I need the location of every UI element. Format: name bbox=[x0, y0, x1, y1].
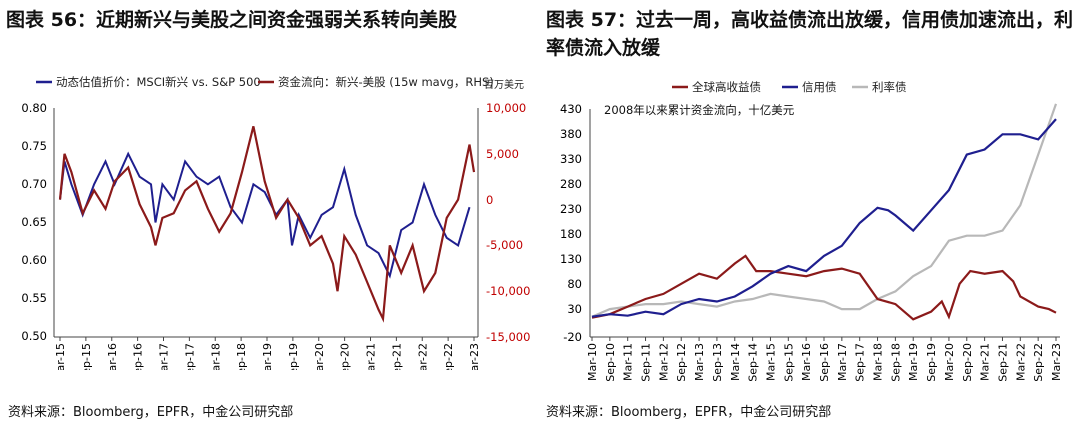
right-xtick-label: Sep-19 bbox=[925, 343, 938, 382]
left-xtick-label: Mar-15 bbox=[54, 343, 67, 370]
right-xtick-label: Sep-17 bbox=[854, 343, 867, 382]
left-rtick: -15,000 bbox=[486, 330, 530, 344]
left-xtick-label: Sep-22 bbox=[442, 343, 455, 370]
left-xtick-label: Mar-22 bbox=[416, 343, 429, 370]
right-chart-title: 图表 57：过去一周，高收益债流出放缓，信用债加速流出，利率债流入放缓 bbox=[546, 9, 1074, 59]
left-rtick: 0 bbox=[486, 193, 493, 207]
left-ytick: 0.70 bbox=[21, 177, 47, 191]
left-xtick-label: Mar-17 bbox=[158, 343, 171, 370]
left-series-valuation-line bbox=[59, 151, 471, 279]
left-ytick: 0.80 bbox=[21, 101, 47, 115]
right-xtick-label: Mar-22 bbox=[1014, 343, 1027, 381]
left-rtick: 5,000 bbox=[486, 147, 519, 161]
left-ytick: 0.50 bbox=[21, 329, 47, 343]
right-ytick: 180 bbox=[560, 227, 582, 241]
right-xtick-label: Sep-12 bbox=[675, 343, 688, 382]
right-series-highyield-line bbox=[591, 254, 1057, 321]
left-xtick-label: Mar-16 bbox=[106, 343, 119, 370]
left-xtick-label: Sep-17 bbox=[183, 343, 196, 370]
left-ytick: 0.55 bbox=[21, 291, 47, 305]
right-xtick-label: Sep-16 bbox=[818, 343, 831, 382]
left-legend-label-1: 动态估值折价：MSCI新兴 vs. S&P 500 bbox=[56, 75, 261, 89]
left-y-right-ticks: 10,000 5,000 0 -5,000 -10,000 -15,000 bbox=[486, 101, 530, 344]
right-xtick-label: Mar-15 bbox=[764, 343, 777, 381]
left-series-flow-line bbox=[58, 126, 476, 323]
right-x-ticks: Mar-10 Sep-10 Mar-11 Sep-11 Mar-12 Sep-12 Mar-… bbox=[586, 337, 1063, 382]
left-ytick: 0.65 bbox=[21, 215, 47, 229]
left-xtick-label: Mar-18 bbox=[209, 343, 222, 370]
right-xtick-label: Sep-20 bbox=[961, 343, 974, 382]
right-xtick-label: Mar-14 bbox=[729, 343, 742, 381]
left-source-note: 资料来源：Bloomberg，EPFR，中金公司研究部 bbox=[8, 405, 294, 420]
right-series-rates-line bbox=[591, 103, 1058, 318]
left-xtick-label: Sep-18 bbox=[235, 343, 248, 370]
right-ytick: 430 bbox=[560, 102, 582, 116]
right-xtick-label: Mar-18 bbox=[872, 343, 885, 381]
right-xtick-label: Sep-14 bbox=[747, 343, 760, 382]
left-y-left-ticks: 0.80 0.75 0.70 0.65 0.60 0.55 0.50 bbox=[21, 101, 47, 343]
left-rtick: -5,000 bbox=[486, 238, 523, 252]
left-rtick: 10,000 bbox=[486, 101, 526, 115]
right-xtick-label: Mar-20 bbox=[943, 343, 956, 381]
right-xtick-label: Sep-15 bbox=[782, 343, 795, 382]
left-xtick-label: Sep-20 bbox=[339, 343, 352, 370]
right-xtick-label: Sep-18 bbox=[889, 343, 902, 382]
right-ytick: 330 bbox=[560, 152, 582, 166]
right-xtick-label: Mar-23 bbox=[1050, 343, 1063, 381]
right-ytick: 80 bbox=[567, 277, 582, 291]
left-xtick-label: Sep-21 bbox=[390, 343, 403, 370]
right-xtick-label: Mar-12 bbox=[657, 343, 670, 381]
right-ytick: 130 bbox=[560, 252, 582, 266]
left-chart-title: 图表 56：近期新兴与美股之间资金强弱关系转向美股 bbox=[6, 9, 458, 31]
left-xtick-label: Mar-19 bbox=[261, 343, 274, 370]
right-xtick-label: Sep-10 bbox=[604, 343, 617, 382]
right-ytick: 380 bbox=[560, 127, 582, 141]
left-rtick: -10,000 bbox=[486, 284, 530, 298]
right-legend-label-2: 信用债 bbox=[802, 80, 837, 94]
right-ytick: 230 bbox=[560, 202, 582, 216]
right-xtick-label: Mar-13 bbox=[693, 343, 706, 381]
right-y-ticks: 430 380 330 280 230 180 130 80 30 -20 bbox=[560, 102, 582, 344]
left-xtick-label: Mar-21 bbox=[365, 343, 378, 370]
right-annotation: 2008年以来累计资金流向，十亿美元 bbox=[604, 103, 795, 117]
left-legend-label-2: 资金流向：新兴-美股 (15w mavg，RHS) bbox=[278, 75, 494, 89]
left-ytick: 0.60 bbox=[21, 253, 47, 267]
right-legend-label-1: 全球高收益债 bbox=[692, 80, 761, 94]
left-unit-label: 百万美元 bbox=[484, 78, 524, 91]
right-ytick: -20 bbox=[563, 330, 582, 344]
right-source-note: 资料来源：Bloomberg，EPFR，中金公司研究部 bbox=[546, 405, 832, 420]
left-xtick-label: Sep-19 bbox=[287, 343, 300, 370]
left-xtick-label: Sep-15 bbox=[80, 343, 93, 370]
right-xtick-label: Sep-13 bbox=[711, 343, 724, 382]
left-xtick-label: Sep-16 bbox=[132, 343, 145, 370]
right-ytick: 30 bbox=[567, 302, 582, 316]
right-xtick-label: Mar-19 bbox=[907, 343, 920, 381]
right-series-credit-line bbox=[591, 118, 1057, 318]
right-ytick: 280 bbox=[560, 177, 582, 191]
right-xtick-label: Mar-16 bbox=[800, 343, 813, 381]
right-xtick-label: Mar-10 bbox=[586, 343, 599, 381]
right-xtick-label: Mar-17 bbox=[836, 343, 849, 381]
left-chart: 动态估值折价：MSCI新兴 vs. S&P 500 资金流向：新兴-美股 (15… bbox=[21, 75, 530, 370]
right-chart: 全球高收益债 信用债 利率债 2008年以来累计资金流向，十亿美元 430 38… bbox=[560, 80, 1063, 382]
right-legend-label-3: 利率债 bbox=[872, 80, 907, 94]
right-xtick-label: Mar-21 bbox=[979, 343, 992, 381]
left-xtick-label: Mar-20 bbox=[313, 343, 326, 370]
right-xtick-label: Sep-22 bbox=[1032, 343, 1045, 382]
right-xtick-label: Sep-21 bbox=[996, 343, 1009, 382]
left-x-ticks: Mar-15 Sep-15 Mar-16 Sep-16 Mar-17 Sep-17 Mar-… bbox=[54, 337, 481, 370]
right-xtick-label: Sep-11 bbox=[640, 343, 653, 382]
right-xtick-label: Mar-11 bbox=[622, 343, 635, 381]
left-xtick-label: Mar-23 bbox=[468, 343, 481, 370]
left-ytick: 0.75 bbox=[21, 139, 47, 153]
